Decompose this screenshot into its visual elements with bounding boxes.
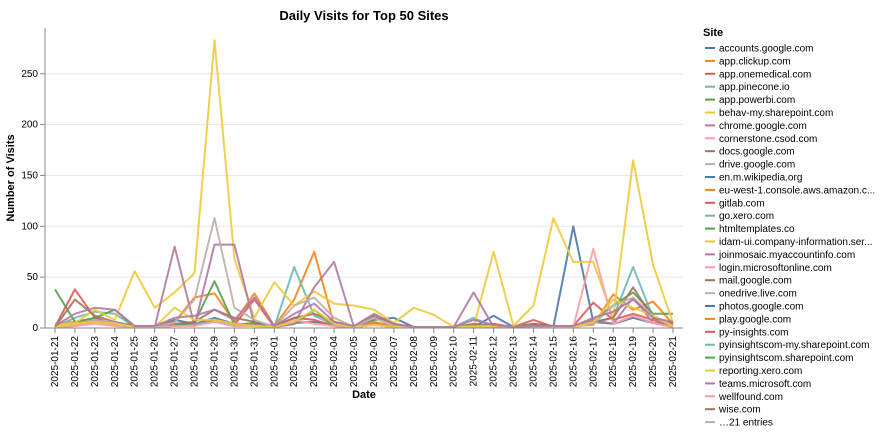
legend-label-10: en.m.wikipedia.org (719, 173, 802, 184)
x-tick-label-30: 2025-02-20 (648, 336, 659, 388)
legend-title: Site (703, 27, 723, 39)
legend-label-19: onedrive.live.com (719, 289, 797, 300)
x-tick-label-26: 2025-02-16 (568, 336, 579, 388)
legend-label-27: wellfound.com (718, 392, 783, 403)
x-tick-label-25: 2025-02-15 (548, 336, 559, 388)
x-tick-label-22: 2025-02-12 (489, 336, 500, 388)
y-tick-label-0: 0 (32, 323, 38, 334)
legend-label-3: app.pinecone.io (719, 82, 790, 93)
legend-label-26: teams.microsoft.com (719, 379, 811, 390)
legend-label-20: photos.google.com (719, 302, 804, 313)
y-axis-title: Number of Visits (5, 134, 17, 221)
y-ticks: 0 50 100 150 200 250 (21, 69, 45, 334)
x-tick-label-10: 2025-01-31 (249, 336, 260, 388)
legend-label-9: drive.google.com (719, 160, 795, 171)
y-tick-label-5: 250 (21, 69, 38, 80)
series-line-11 (54, 296, 674, 328)
legend-label-0: accounts.google.com (719, 44, 814, 55)
chart-title: Daily Visits for Top 50 Sites (279, 8, 448, 23)
x-tick-label-19: 2025-02-09 (429, 336, 440, 388)
legend-label-16: joinmosaic.myaccountinfo.com (718, 250, 855, 261)
x-tick-label-4: 2025-01-25 (130, 336, 141, 388)
legend-label-25: reporting.xero.com (719, 366, 802, 377)
x-tick-label-28: 2025-02-18 (608, 336, 619, 388)
legend-label-1: app.clickup.com (719, 56, 791, 67)
x-tick-label-11: 2025-02-01 (269, 336, 280, 388)
legend-label-11: eu-west-1.console.aws.amazon.c... (719, 185, 875, 196)
legend-label-2: app.onemedical.com (719, 69, 811, 80)
legend-label-18: mail.google.com (719, 276, 792, 287)
legend-label-8: docs.google.com (719, 147, 795, 158)
y-tick-label-1: 50 (27, 272, 39, 283)
legend-label-24: pyinsightscom.sharepoint.com (719, 353, 854, 364)
x-tick-label-7: 2025-01-28 (190, 336, 201, 388)
x-tick-label-3: 2025-01-24 (110, 336, 121, 388)
x-tick-label-0: 2025-01-21 (50, 336, 61, 388)
x-tick-label-2: 2025-01-23 (90, 336, 101, 388)
legend-label-28: wise.com (718, 405, 761, 416)
x-tick-label-18: 2025-02-08 (409, 336, 420, 388)
legend-label-6: chrome.google.com (719, 121, 807, 132)
x-tick-label-14: 2025-02-04 (329, 336, 340, 388)
x-tick-label-17: 2025-02-07 (389, 336, 400, 388)
x-tick-label-27: 2025-02-17 (588, 336, 599, 388)
y-tick-label-2: 100 (21, 221, 38, 232)
legend-label-14: htmltemplates.co (719, 224, 795, 235)
x-tick-label-29: 2025-02-19 (628, 336, 639, 388)
series-line-5 (54, 39, 674, 328)
x-tick-label-24: 2025-02-14 (528, 336, 539, 388)
axes (44, 28, 683, 329)
x-tick-label-21: 2025-02-11 (469, 336, 480, 387)
x-tick-label-1: 2025-01-22 (70, 336, 81, 388)
series-line-0 (54, 225, 674, 328)
x-axis-title: Date (352, 389, 376, 401)
series-lines (54, 39, 674, 328)
x-tick-label-15: 2025-02-05 (349, 336, 360, 388)
x-tick-label-5: 2025-01-26 (150, 336, 161, 388)
x-ticks: 2025-01-21 2025-01-22 2025-01-23 2025-01-24… (50, 328, 679, 387)
x-tick-label-9: 2025-01-30 (229, 336, 240, 388)
x-tick-label-23: 2025-02-13 (509, 336, 520, 388)
x-tick-label-16: 2025-02-06 (369, 336, 380, 388)
legend-label-29: …21 entries (719, 418, 773, 429)
x-tick-label-12: 2025-02-02 (289, 336, 300, 388)
legend-label-4: app.powerbi.com (719, 95, 795, 106)
legend-label-7: cornerstone.csod.com (719, 134, 817, 145)
x-tick-label-31: 2025-02-21 (668, 336, 679, 388)
legend-label-12: gitlab.com (719, 198, 765, 209)
legend-label-17: login.microsoftonline.com (719, 263, 832, 274)
legend-label-23: pyinsightscom-my.sharepoint.com (719, 340, 869, 351)
x-tick-label-20: 2025-02-10 (449, 336, 460, 388)
legend-label-13: go.xero.com (719, 211, 774, 222)
x-tick-label-6: 2025-01-27 (170, 336, 181, 388)
series-line-9 (54, 217, 674, 328)
legend-label-15: idam-ui.company-information.ser... (719, 237, 872, 248)
y-tick-label-4: 200 (21, 120, 38, 131)
legend-label-5: behav-my.sharepoint.com (719, 108, 833, 119)
x-tick-label-13: 2025-02-03 (309, 336, 320, 388)
x-tick-label-8: 2025-01-29 (209, 336, 220, 388)
legend-label-21: play.google.com (719, 314, 791, 325)
legend-label-22: py-insights.com (719, 327, 788, 338)
y-tick-label-3: 150 (21, 170, 38, 181)
